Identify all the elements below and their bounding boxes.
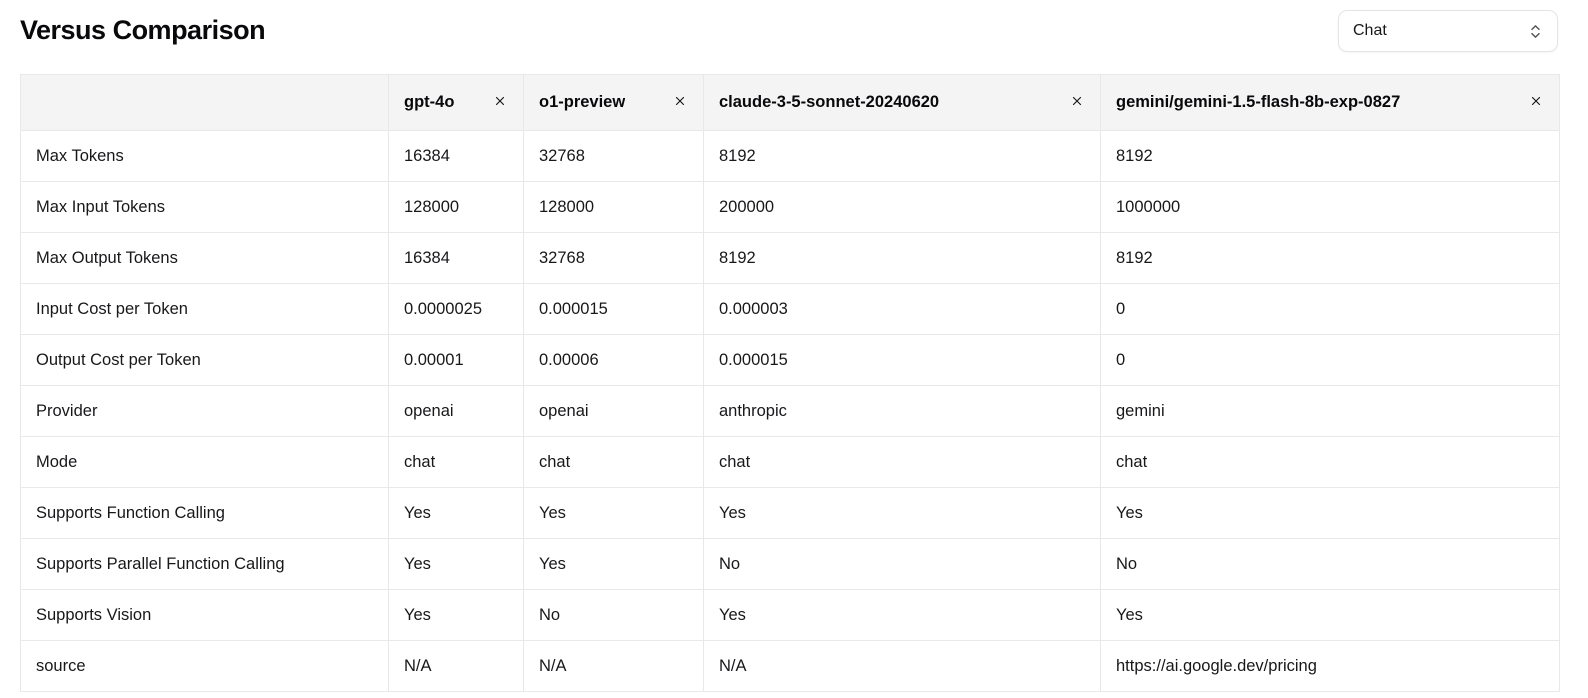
cell-value: chat xyxy=(523,436,704,488)
cell-value: 8192 xyxy=(1100,130,1560,182)
cell-value: 16384 xyxy=(388,130,524,182)
table-row: Supports Function Calling Yes Yes Yes Yes xyxy=(20,487,1560,539)
cell-value: 32768 xyxy=(523,232,704,284)
cell-value: chat xyxy=(388,436,524,488)
row-label: Provider xyxy=(20,385,389,437)
row-label: Input Cost per Token xyxy=(20,283,389,335)
comparison-table-container: gpt-4o o1-preview claude-3-5-sonnet-202406… xyxy=(20,74,1560,692)
table-row: Provider openai openai anthropic gemini xyxy=(20,385,1560,437)
cell-value: N/A xyxy=(703,640,1101,692)
row-label: Max Input Tokens xyxy=(20,181,389,233)
cell-value: No xyxy=(1100,538,1560,590)
row-label: Supports Parallel Function Calling xyxy=(20,538,389,590)
table-row: source N/A N/A N/A https://ai.google.dev/pri… xyxy=(20,640,1560,692)
page-title: Versus Comparison xyxy=(20,15,266,45)
table-row: Mode chat chat chat chat xyxy=(20,436,1560,488)
remove-model-button[interactable] xyxy=(1527,92,1545,113)
table-row: Output Cost per Token 0.00001 0.00006 0.000… xyxy=(20,334,1560,386)
table-row: Supports Vision Yes No Yes Yes xyxy=(20,589,1560,641)
cell-value: 200000 xyxy=(703,181,1101,233)
cell-value: 0.00006 xyxy=(523,334,704,386)
x-icon xyxy=(673,94,687,111)
cell-value: Yes xyxy=(1100,589,1560,641)
cell-value: chat xyxy=(703,436,1101,488)
row-label: Max Output Tokens xyxy=(20,232,389,284)
cell-value: Yes xyxy=(388,589,524,641)
row-label: Max Tokens xyxy=(20,130,389,182)
cell-value: 8192 xyxy=(1100,232,1560,284)
row-label: Mode xyxy=(20,436,389,488)
remove-model-button[interactable] xyxy=(671,92,689,113)
cell-value: 128000 xyxy=(523,181,704,233)
model-name: gpt-4o xyxy=(404,93,455,111)
cell-value: 8192 xyxy=(703,232,1101,284)
row-label: Supports Vision xyxy=(20,589,389,641)
cell-value: 0.000015 xyxy=(523,283,704,335)
table-body: Max Tokens 16384 32768 8192 8192 Max Input To… xyxy=(20,130,1560,692)
cell-value: 16384 xyxy=(388,232,524,284)
cell-value: Yes xyxy=(523,538,704,590)
cell-value: Yes xyxy=(388,487,524,539)
cell-value: Yes xyxy=(703,487,1101,539)
model-name: gemini/gemini-1.5-flash-8b-exp-0827 xyxy=(1116,93,1401,111)
cell-value: 128000 xyxy=(388,181,524,233)
cell-value: openai xyxy=(523,385,704,437)
x-icon xyxy=(1529,94,1543,111)
cell-value: openai xyxy=(388,385,524,437)
cell-value: 0.000015 xyxy=(703,334,1101,386)
model-column-header: claude-3-5-sonnet-20240620 xyxy=(703,74,1101,131)
model-column-header: gpt-4o xyxy=(388,74,524,131)
cell-value: 1000000 xyxy=(1100,181,1560,233)
row-label: Output Cost per Token xyxy=(20,334,389,386)
cell-value: N/A xyxy=(523,640,704,692)
row-label: Supports Function Calling xyxy=(20,487,389,539)
cell-value: 0 xyxy=(1100,334,1560,386)
cell-value: 32768 xyxy=(523,130,704,182)
table-row: Max Input Tokens 128000 128000 200000 100000… xyxy=(20,181,1560,233)
x-icon xyxy=(493,94,507,111)
cell-value: anthropic xyxy=(703,385,1101,437)
row-label: source xyxy=(20,640,389,692)
cell-value: 0.0000025 xyxy=(388,283,524,335)
table-row: Max Output Tokens 16384 32768 8192 8192 xyxy=(20,232,1560,284)
cell-value: 0 xyxy=(1100,283,1560,335)
model-column-header: gemini/gemini-1.5-flash-8b-exp-0827 xyxy=(1100,74,1560,131)
table-row: Supports Parallel Function Calling Yes Yes… xyxy=(20,538,1560,590)
cell-value: No xyxy=(703,538,1101,590)
cell-value: N/A xyxy=(388,640,524,692)
cell-value: gemini xyxy=(1100,385,1560,437)
cell-value: https://ai.google.dev/pricing xyxy=(1100,640,1560,692)
table-header-row: gpt-4o o1-preview claude-3-5-sonnet-202406… xyxy=(20,74,1560,131)
x-icon xyxy=(1070,94,1084,111)
chevrons-up-down-icon xyxy=(1527,23,1544,40)
cell-value: chat xyxy=(1100,436,1560,488)
top-bar: Versus Comparison Chat xyxy=(0,0,1588,52)
remove-model-button[interactable] xyxy=(1068,92,1086,113)
cell-value: 8192 xyxy=(703,130,1101,182)
cell-value: Yes xyxy=(703,589,1101,641)
comparison-table: gpt-4o o1-preview claude-3-5-sonnet-202406… xyxy=(20,74,1560,692)
mode-select[interactable]: Chat xyxy=(1338,10,1558,52)
table-row: Max Tokens 16384 32768 8192 8192 xyxy=(20,130,1560,182)
model-column-header: o1-preview xyxy=(523,74,704,131)
cell-value: 0.000003 xyxy=(703,283,1101,335)
cell-value: Yes xyxy=(523,487,704,539)
cell-value: 0.00001 xyxy=(388,334,524,386)
cell-value: Yes xyxy=(1100,487,1560,539)
model-name: claude-3-5-sonnet-20240620 xyxy=(719,93,940,111)
cell-value: No xyxy=(523,589,704,641)
cell-value: Yes xyxy=(388,538,524,590)
remove-model-button[interactable] xyxy=(491,92,509,113)
mode-select-value: Chat xyxy=(1353,22,1387,39)
model-name: o1-preview xyxy=(539,93,626,111)
header-empty-cell xyxy=(20,74,389,131)
table-row: Input Cost per Token 0.0000025 0.000015 0.0… xyxy=(20,283,1560,335)
